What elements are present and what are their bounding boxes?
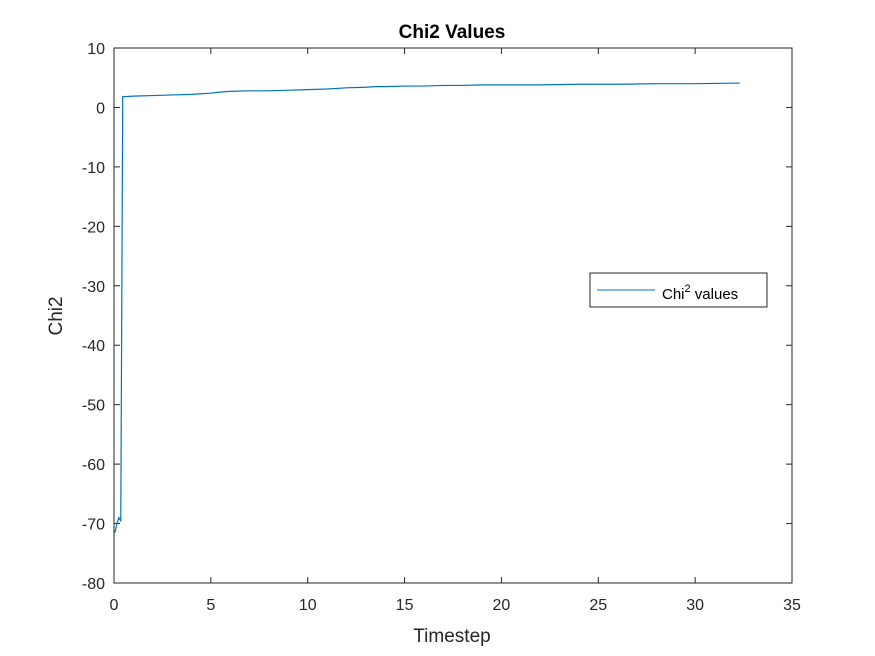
y-tick-label: -20 [82,219,105,236]
y-tick-label: 10 [87,41,105,58]
x-axis-label: Timestep [413,626,490,647]
x-tick-label: 35 [783,597,801,614]
axes-box [113,47,793,584]
legend-entry-label: Chi2 values [662,283,738,303]
x-tick-label: 0 [110,597,119,614]
y-tick-label: -50 [82,398,105,415]
x-tick-label: 30 [686,597,704,614]
legend: Chi2 values [589,272,768,308]
x-tick-label: 5 [206,597,215,614]
y-tick-label: -40 [82,338,105,355]
y-tick-label: 0 [96,100,105,117]
series-line-chi2 [114,82,740,533]
chart-title: Chi2 Values [399,22,506,43]
y-tick-label: -10 [82,160,105,177]
legend-label-superscript: 2 [685,283,691,295]
y-axis-label: Chi2 [46,296,67,335]
y-tick-label: -60 [82,457,105,474]
legend-label-base: Chi [662,286,685,303]
y-tick-label: -30 [82,279,105,296]
x-tick-label: 15 [396,597,414,614]
y-tick-label: -80 [82,576,105,593]
legend-label-rest: values [691,286,739,303]
x-tick-label: 20 [493,597,511,614]
x-tick-label: 10 [299,597,317,614]
y-tick-label: -70 [82,517,105,534]
x-tick-label: 25 [589,597,607,614]
plot-area: 0 5 10 15 20 25 30 35 -80 -70 -60 -50 -40 -30 -20 -10 0 1… [82,41,801,614]
